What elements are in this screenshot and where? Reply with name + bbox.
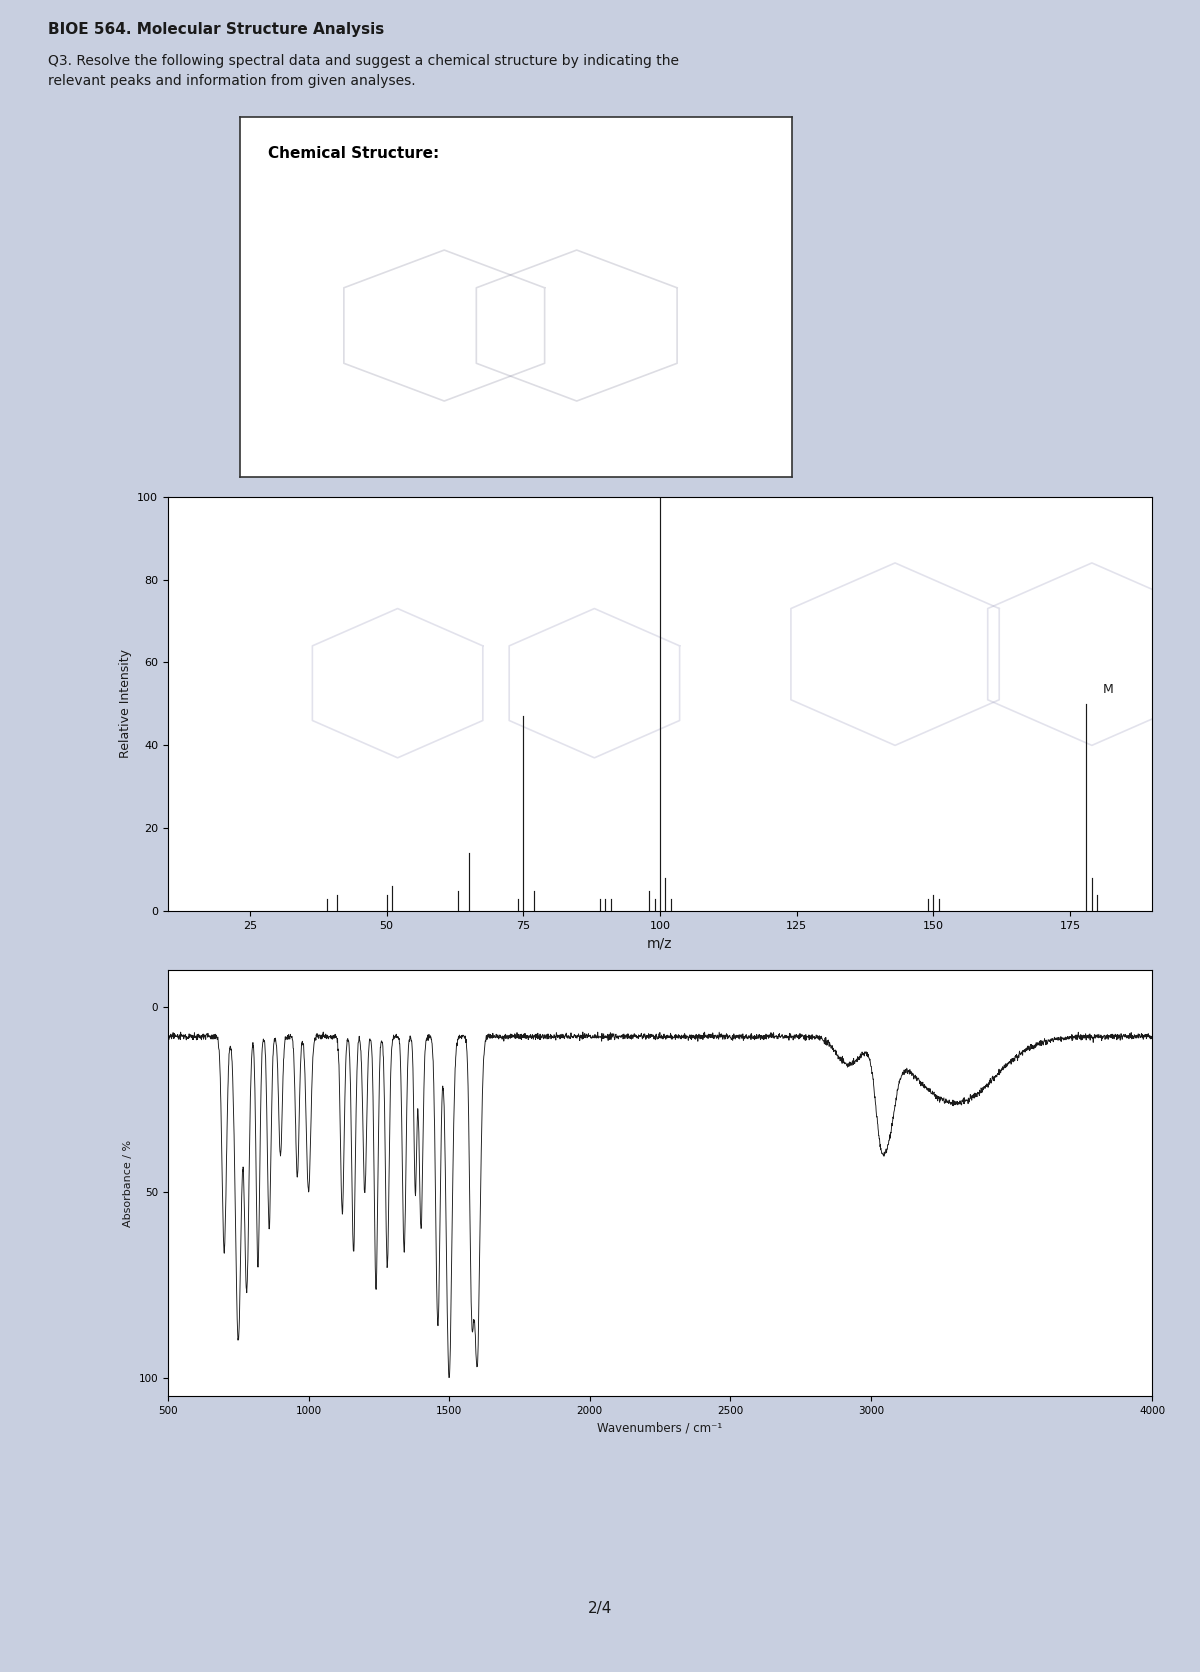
Text: Q3. Resolve the following spectral data and suggest a chemical structure by indi: Q3. Resolve the following spectral data … <box>48 54 679 67</box>
Text: Chemical Structure:: Chemical Structure: <box>268 145 439 161</box>
Text: relevant peaks and information from given analyses.: relevant peaks and information from give… <box>48 74 415 87</box>
Y-axis label: Relative Intensity: Relative Intensity <box>119 649 132 759</box>
X-axis label: m/z: m/z <box>647 936 673 950</box>
X-axis label: Wavenumbers / cm⁻¹: Wavenumbers / cm⁻¹ <box>598 1421 722 1435</box>
Text: BIOE 564. Molecular Structure Analysis: BIOE 564. Molecular Structure Analysis <box>48 22 384 37</box>
Text: M: M <box>1103 682 1114 696</box>
Text: 2/4: 2/4 <box>588 1602 612 1615</box>
Y-axis label: Absorbance / %: Absorbance / % <box>124 1139 133 1227</box>
